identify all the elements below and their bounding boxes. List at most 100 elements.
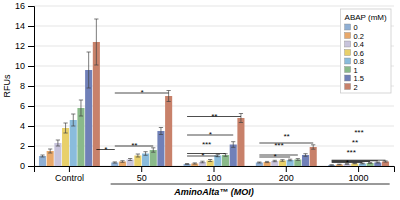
error-bar-part <box>193 164 197 165</box>
error-bar-part <box>113 163 117 164</box>
error-bar <box>120 161 124 163</box>
series <box>62 123 358 166</box>
error-bar-part <box>208 159 212 160</box>
error-bar-part <box>56 146 60 147</box>
error-bar-part <box>87 88 91 89</box>
error-bar <box>208 160 212 162</box>
error-bar-part <box>185 164 189 165</box>
error-bar-part <box>231 141 235 142</box>
bar <box>207 161 214 167</box>
error-bar-part <box>159 127 163 128</box>
tick: 16 <box>15 1 34 11</box>
bar <box>157 131 164 166</box>
error-bar-part <box>73 114 74 126</box>
tick-label: 2 <box>20 141 25 151</box>
error-bar <box>383 161 387 162</box>
error-bar-part <box>65 123 66 133</box>
error-bar-part <box>296 160 300 161</box>
tick-mark <box>28 146 34 147</box>
tick: 0 <box>20 161 34 171</box>
error-bar-part <box>337 164 341 165</box>
tick: 200 <box>279 166 294 183</box>
grid-line <box>34 46 394 47</box>
error-bar-part <box>153 148 154 152</box>
error-bar-part <box>63 123 67 124</box>
error-bar-part <box>208 161 212 162</box>
error-bar-part <box>120 162 124 163</box>
error-bar-part <box>57 140 58 146</box>
error-bar-part <box>265 162 269 163</box>
error-bar-part <box>313 145 314 149</box>
bar <box>328 165 335 166</box>
bracket-label: * <box>273 152 277 161</box>
bracket-label: *** <box>346 148 356 157</box>
error-bar-part <box>383 162 387 163</box>
bar <box>279 161 286 167</box>
series <box>70 114 366 166</box>
error-bar <box>63 123 67 133</box>
series <box>77 100 373 166</box>
error-bar <box>280 160 284 162</box>
error-bar-part <box>200 161 204 162</box>
error-bar <box>113 162 117 163</box>
error-bar-part <box>136 157 140 158</box>
error-bar-part <box>168 91 169 102</box>
legend-box <box>341 9 391 93</box>
error-bar <box>40 155 44 157</box>
tick-label: 6 <box>20 101 25 111</box>
error-bar-part <box>296 158 300 159</box>
error-bar <box>296 159 300 161</box>
error-bar <box>288 159 292 161</box>
tick: 14 <box>15 21 34 31</box>
legend-title: ABAP (mM) <box>345 13 387 22</box>
axis-line <box>35 167 395 173</box>
bracket-label: ** <box>352 138 359 147</box>
tick-mark <box>28 106 34 107</box>
error-bar-part <box>376 163 380 164</box>
error-bar <box>128 159 132 161</box>
tick-mark <box>28 6 34 7</box>
y-axis-title: RFUs <box>2 74 12 97</box>
bar <box>336 165 343 167</box>
bar <box>77 108 84 166</box>
tick: 10 <box>15 61 34 71</box>
tick-label: 200 <box>279 173 294 183</box>
bar <box>47 151 54 166</box>
legend-swatch <box>345 75 351 81</box>
tick-label: 4 <box>20 121 25 131</box>
bracket-label: * <box>140 88 144 97</box>
bar <box>302 155 309 166</box>
error-bar <box>368 162 372 164</box>
error-bar-part <box>360 163 364 164</box>
tick-mark <box>28 126 34 127</box>
error-bar-part <box>216 154 220 155</box>
bracket-label: ** <box>131 141 138 150</box>
group-underline <box>111 184 390 185</box>
tick-label: 100 <box>206 173 221 183</box>
tick: 4 <box>20 121 34 131</box>
x-axis-title: AminoAlta™ (MOI) <box>173 187 254 197</box>
chart: 0246810121416Control501002001000********… <box>0 0 400 200</box>
error-bar-part <box>151 152 155 153</box>
error-bar <box>303 154 307 157</box>
bracket-label: *** <box>202 140 212 149</box>
bar <box>54 143 61 166</box>
error-bar-part <box>353 163 357 164</box>
tick-label: 12 <box>15 41 25 51</box>
bar <box>287 160 294 166</box>
bar <box>191 164 198 167</box>
error-bar-part <box>71 114 75 115</box>
tick-label: 8 <box>20 81 25 91</box>
tick-label: 16 <box>15 1 25 11</box>
error-bar-part <box>311 144 315 145</box>
legend-swatch <box>345 58 351 64</box>
error-bar <box>159 128 163 135</box>
error-bar-part <box>376 162 380 163</box>
error-bar-part <box>48 149 52 150</box>
bracket-label: * <box>201 151 205 160</box>
error-bar <box>151 148 155 152</box>
error-bar-part <box>87 52 91 53</box>
error-bar <box>311 145 315 149</box>
bar <box>222 155 229 166</box>
error-bar-part <box>94 65 98 66</box>
